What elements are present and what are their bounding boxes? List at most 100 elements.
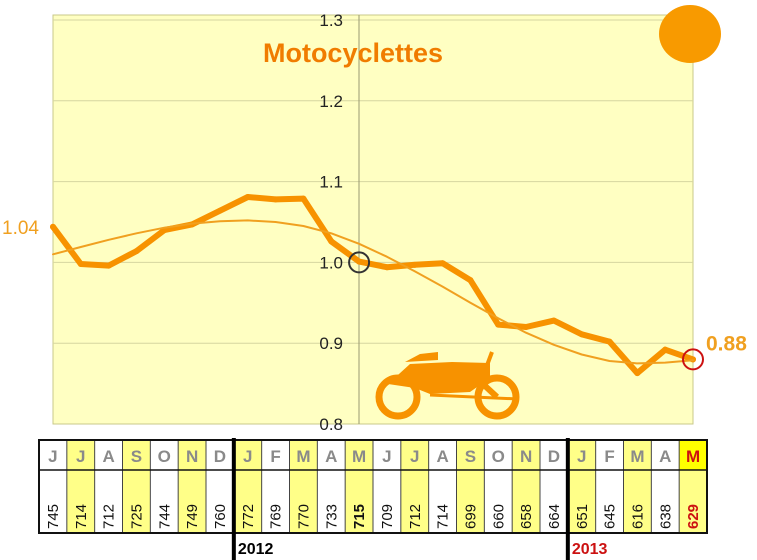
month-header: N (520, 447, 532, 466)
data-point (439, 260, 446, 267)
y-tick-label: 0.8 (319, 415, 343, 434)
month-cell (150, 440, 179, 470)
reference-marker (348, 251, 371, 274)
count-value: 699 (462, 504, 479, 529)
count-cell (400, 470, 429, 533)
count-cell (261, 470, 290, 533)
month-header: M (352, 447, 366, 466)
month-cell (651, 440, 680, 470)
data-point (662, 346, 669, 353)
data-point (300, 195, 307, 202)
data-point (606, 338, 613, 345)
data-point (383, 264, 390, 271)
count-cell (206, 470, 234, 533)
month-cell (484, 440, 513, 470)
data-point (467, 277, 474, 284)
month-cell (206, 440, 234, 470)
count-value: 725 (128, 504, 145, 529)
data-point (105, 262, 112, 269)
month-cell (66, 440, 95, 470)
count-cell (373, 470, 401, 533)
y-tick-label: 1.1 (319, 173, 343, 192)
table-border (38, 439, 708, 534)
count-value: 664 (546, 504, 563, 529)
motorcycle-seat (405, 352, 438, 362)
month-cell (345, 440, 373, 470)
y-tick-label: 1.3 (319, 11, 343, 30)
month-cell (178, 440, 206, 470)
data-point (356, 258, 363, 265)
count-value: 629 (685, 504, 702, 529)
month-cell (317, 440, 346, 470)
month-header: M (296, 447, 310, 466)
month-header: J (243, 447, 252, 466)
motorcycle-body (388, 362, 490, 394)
plot-background (52, 14, 694, 425)
month-cell (540, 440, 568, 470)
count-cell (178, 470, 206, 533)
count-cell (595, 470, 624, 533)
month-cell (373, 440, 401, 470)
data-point (133, 248, 140, 255)
count-cell (122, 470, 151, 533)
count-value: 749 (184, 504, 201, 529)
data-point (550, 317, 557, 324)
count-value: 770 (295, 504, 312, 529)
month-cell (233, 440, 262, 470)
count-value: 638 (657, 504, 674, 529)
start-value-label: 1.04 (2, 218, 39, 239)
month-header: O (492, 447, 505, 466)
count-value: 714 (73, 504, 90, 529)
count-cell (94, 470, 123, 533)
chart-title: Motocyclettes (263, 38, 443, 68)
month-header: M (630, 447, 644, 466)
count-cell (150, 470, 179, 533)
count-value: 658 (518, 504, 535, 529)
count-value: 744 (156, 504, 173, 529)
month-header: S (131, 447, 142, 466)
data-point (523, 324, 530, 331)
month-cell (679, 440, 707, 470)
month-header: A (325, 447, 337, 466)
month-cell (623, 440, 652, 470)
month-header: J (577, 447, 586, 466)
month-header: J (410, 447, 419, 466)
count-cell (679, 470, 707, 533)
month-header: D (548, 447, 560, 466)
count-cell (317, 470, 346, 533)
data-point (328, 238, 335, 245)
month-cell (39, 440, 67, 470)
y-tick-label: 1.0 (319, 253, 343, 272)
count-cell (289, 470, 318, 533)
data-point (244, 193, 251, 200)
y-tick-label: 0.9 (319, 334, 343, 353)
month-cell (261, 440, 290, 470)
count-value: 714 (435, 504, 452, 529)
month-header: F (270, 447, 280, 466)
motorcycle-exhaust (429, 393, 519, 401)
count-cell (66, 470, 95, 533)
count-value: 660 (490, 504, 507, 529)
month-header: O (158, 447, 171, 466)
count-cell (567, 470, 596, 533)
count-cell (651, 470, 680, 533)
month-cell (400, 440, 429, 470)
count-value: 709 (379, 504, 396, 529)
month-header: D (214, 447, 226, 466)
count-value: 733 (323, 504, 340, 529)
count-cell (233, 470, 262, 533)
month-cell (122, 440, 151, 470)
count-cell (512, 470, 540, 533)
data-point (634, 370, 641, 377)
year-label-2013: 2013 (572, 541, 608, 558)
count-value: 616 (629, 504, 646, 529)
end-marker (682, 348, 704, 371)
count-cell (428, 470, 457, 533)
count-value: 760 (212, 504, 229, 529)
count-cell (484, 470, 513, 533)
end-value-label: 0.88 (706, 332, 747, 355)
month-cell (428, 440, 457, 470)
count-cell (345, 470, 373, 533)
data-point (50, 223, 56, 230)
